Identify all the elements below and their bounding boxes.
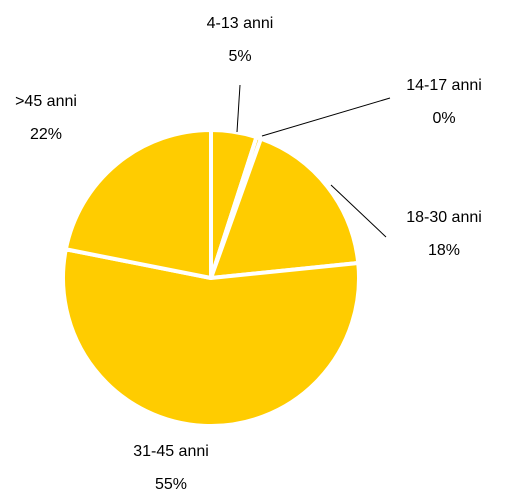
leader-line-2 xyxy=(261,97,391,137)
leader-lines xyxy=(236,84,391,238)
leader-line-1 xyxy=(236,84,241,133)
pie-slice-5 xyxy=(63,128,213,280)
slice-percent-label: 22% xyxy=(30,126,62,143)
slice-category-label: 18-30 anni xyxy=(406,209,482,226)
slice-category-label: 31-45 anni xyxy=(133,443,209,460)
pie-slices xyxy=(61,128,361,428)
slice-category-label: >45 anni xyxy=(15,93,77,110)
slice-category-label: 14-17 anni xyxy=(406,77,482,94)
slice-percent-label: 5% xyxy=(228,48,251,65)
pie-slice-4 xyxy=(61,247,361,428)
slice-percent-label: 18% xyxy=(428,242,460,259)
slice-labels: 4-13 anni 5% 14-17 anni 0% 18-30 anni 18% 31-4… xyxy=(15,15,482,492)
slice-percent-label: 0% xyxy=(432,110,455,127)
slice-percent-label: 55% xyxy=(155,476,187,492)
leader-line-3 xyxy=(330,184,387,238)
pie-slice-3 xyxy=(209,136,361,280)
slice-category-label: 4-13 anni xyxy=(207,15,274,32)
